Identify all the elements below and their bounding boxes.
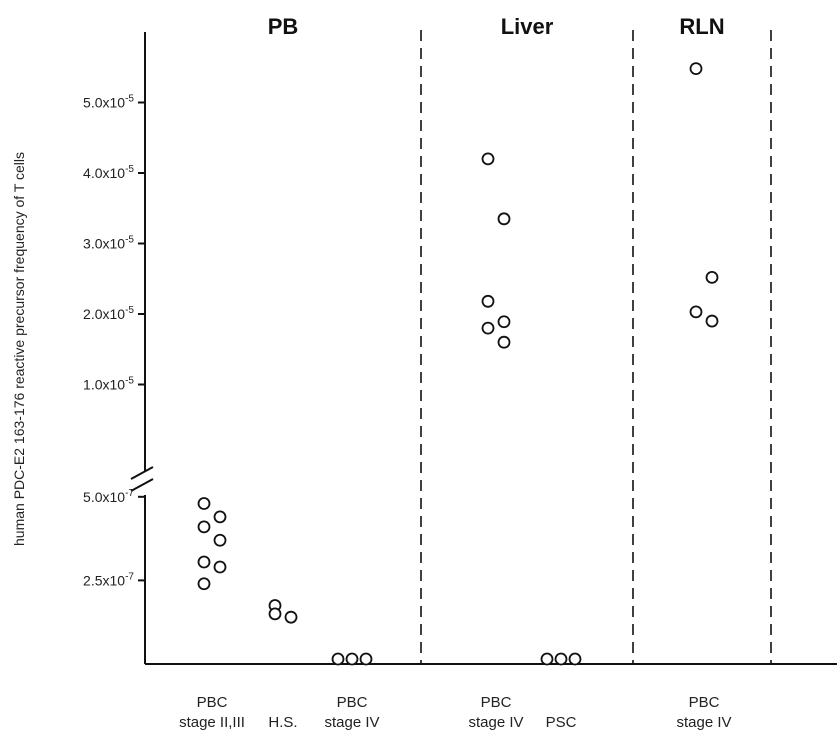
axis-break-mark (130, 466, 154, 480)
y-axis-title: human PDC-E2 163-176 reactive precursor … (11, 152, 27, 546)
data-point (213, 560, 227, 574)
data-point (213, 510, 227, 524)
data-point (268, 607, 282, 621)
panel-title: PB (268, 14, 299, 39)
group-label: stage IV (324, 714, 379, 731)
data-point (197, 577, 211, 591)
y-tick-label: 5.0x10-7 (83, 488, 134, 505)
y-tick-label: 2.0x10-5 (83, 305, 134, 322)
y-tick-label: 5.0x10-5 (83, 94, 134, 111)
group-label: PBC (481, 694, 512, 711)
y-ticks: 1.0x10-5 2.0x10-5 3.0x10-5 4.0x10-5 5.0x10-5… (83, 94, 145, 588)
data-point (540, 652, 554, 666)
group-label: stage IV (468, 714, 523, 731)
data-point (481, 152, 495, 166)
group-label: H.S. (268, 714, 297, 731)
y-tick-label: 1.0x10-5 (83, 376, 134, 393)
data-point (213, 533, 227, 547)
data-points (197, 62, 719, 666)
panel-title: RLN (679, 14, 724, 39)
panel-title: Liver (501, 14, 554, 39)
data-point (359, 652, 373, 666)
panel-titles: PB Liver RLN (268, 14, 725, 39)
data-point (689, 305, 703, 319)
data-point (705, 314, 719, 328)
panel-dividers (420, 30, 772, 664)
group-label: stage IV (676, 714, 731, 731)
data-point (554, 652, 568, 666)
group-label: PSC (546, 714, 577, 731)
group-label: PBC (689, 694, 720, 711)
data-point (197, 520, 211, 534)
data-point (497, 212, 511, 226)
data-point (345, 652, 359, 666)
y-tick-label: 3.0x10-5 (83, 235, 134, 252)
data-point (331, 652, 345, 666)
data-point (481, 321, 495, 335)
data-point (705, 270, 719, 284)
data-point (481, 294, 495, 308)
y-tick-label: 2.5x10-7 (83, 571, 134, 588)
data-point (497, 335, 511, 349)
data-point (197, 555, 211, 569)
axis-break-mark (130, 478, 154, 492)
group-label: PBC (337, 694, 368, 711)
y-tick-label: 4.0x10-5 (83, 164, 134, 181)
data-point (497, 315, 511, 329)
data-point (568, 652, 582, 666)
group-label: PBC (197, 694, 228, 711)
data-point (197, 497, 211, 510)
axes (130, 32, 837, 665)
data-point (689, 62, 703, 76)
group-label: stage II,III (179, 714, 245, 731)
data-point (284, 610, 298, 624)
group-labels: PBC stage II,III H.S. PBC stage IV PBC stage I… (179, 694, 731, 731)
